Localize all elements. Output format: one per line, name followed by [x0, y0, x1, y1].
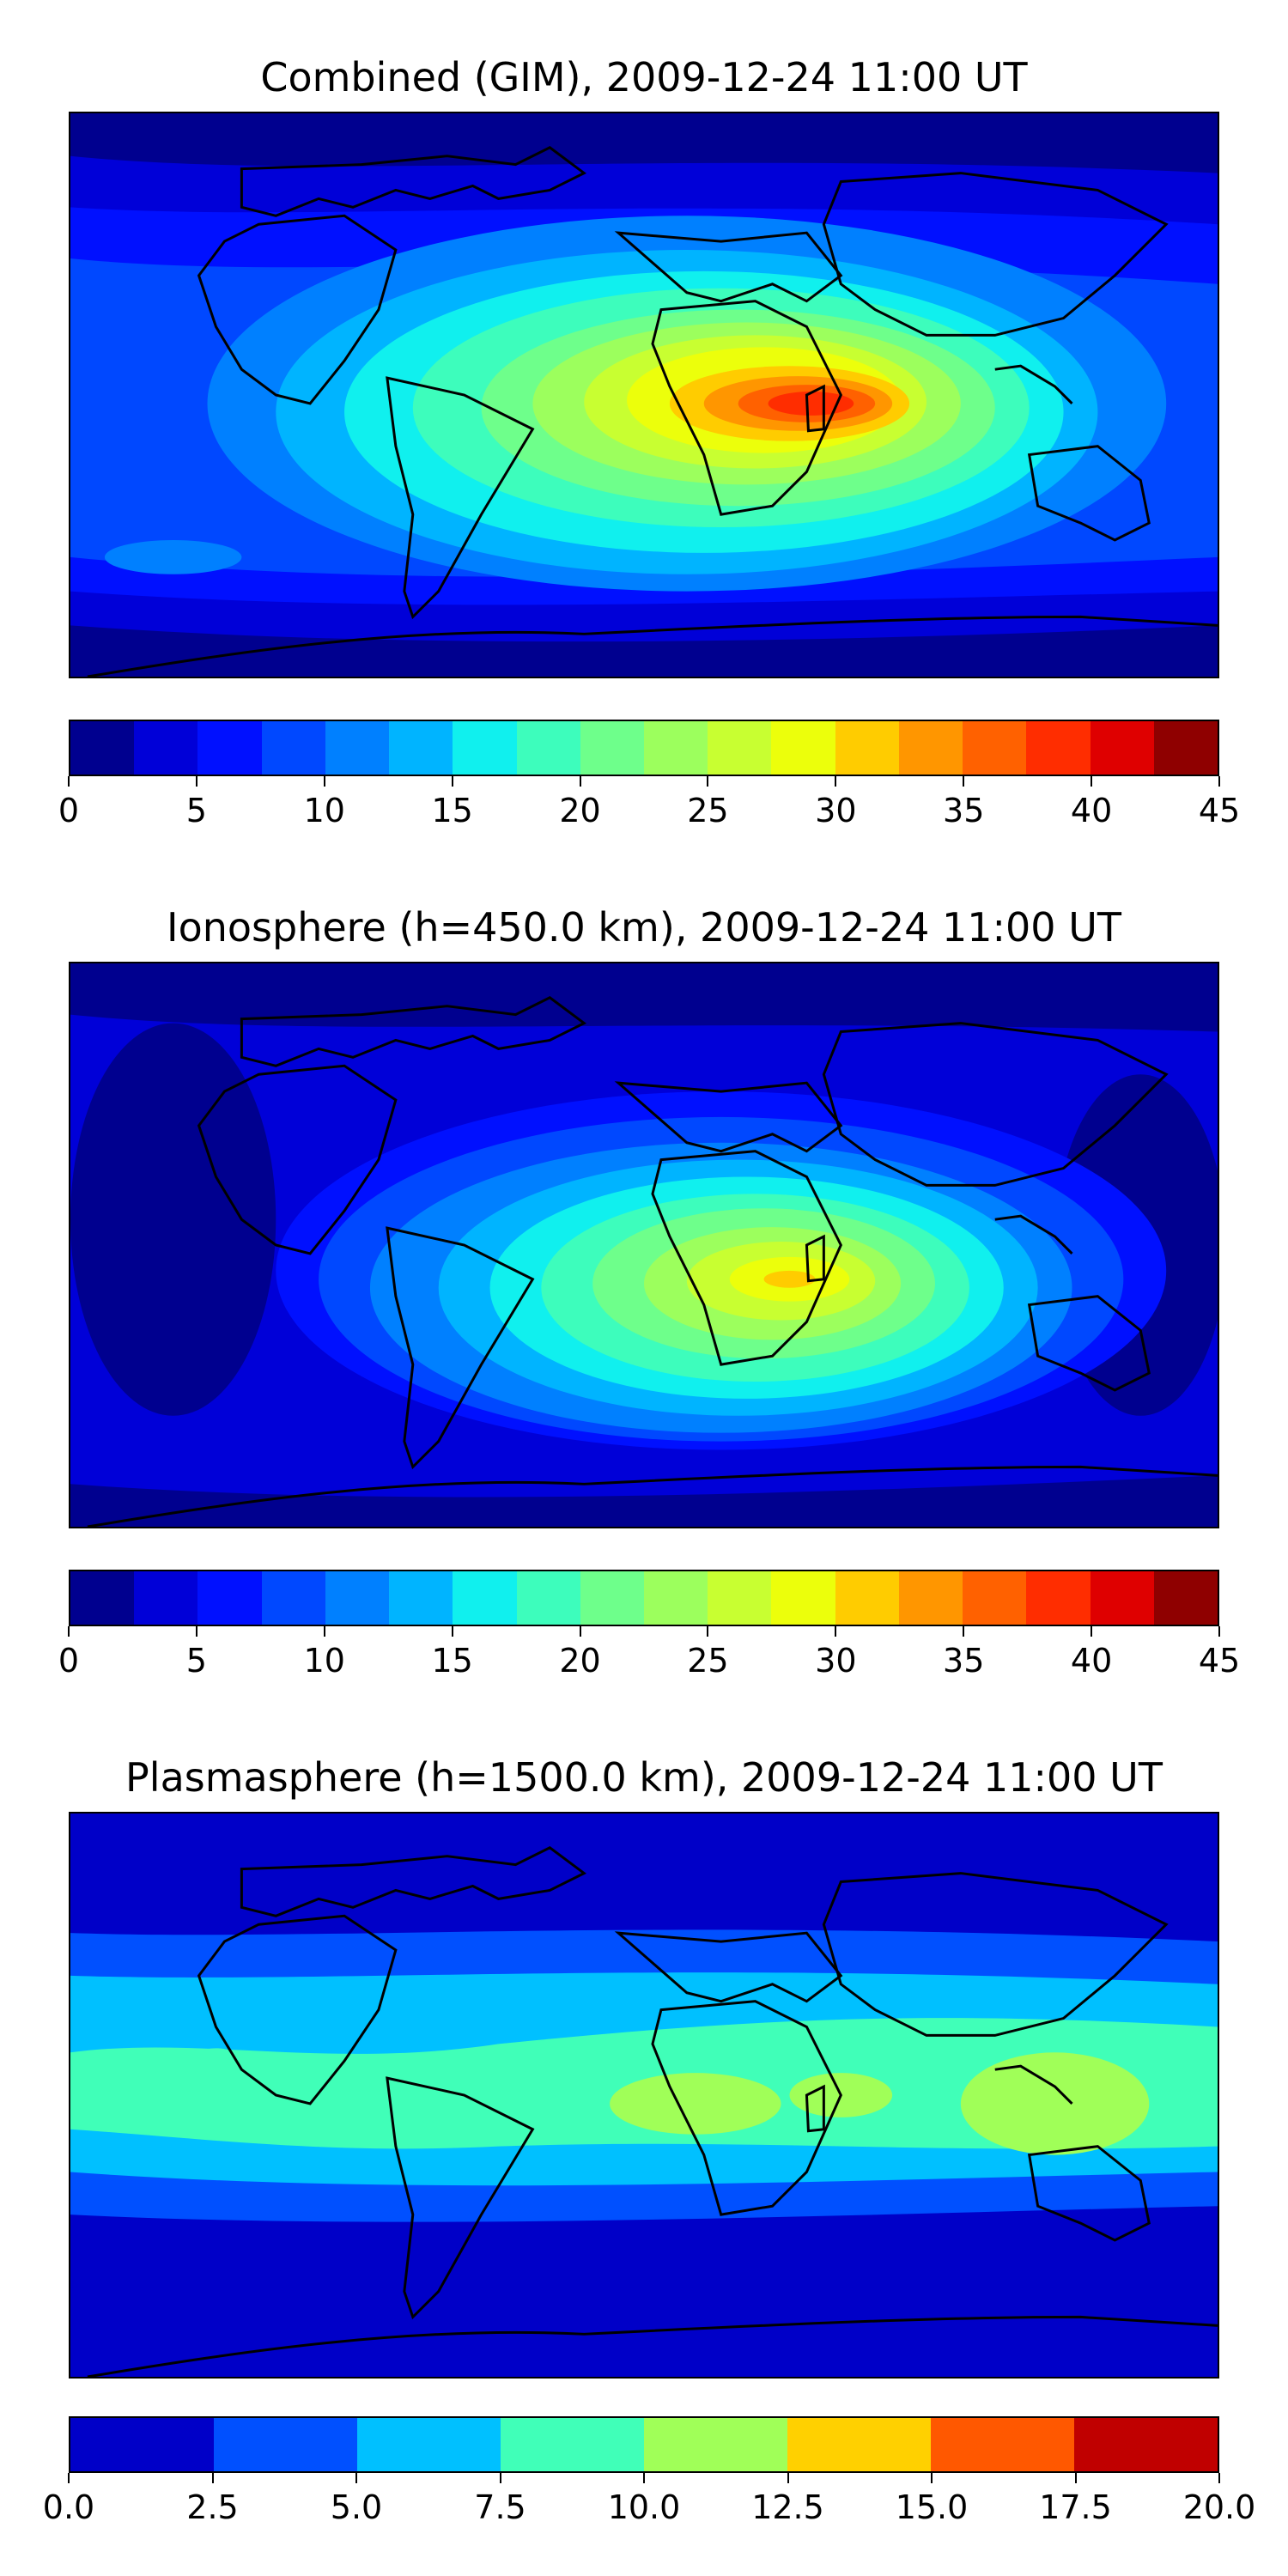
- colorbar-segment: [580, 721, 644, 775]
- colorbar-segment: [643, 1571, 708, 1625]
- colorbar-segment: [70, 1571, 135, 1625]
- colorbar-segment: [261, 721, 325, 775]
- combined-tec-map: [69, 112, 1219, 678]
- colorbar-segment: [134, 1571, 198, 1625]
- colorbar-segment: [1090, 1571, 1154, 1625]
- ionosphere-map-svg: [70, 963, 1218, 1527]
- combined-colorbar: [69, 720, 1219, 776]
- colorbar-segment: [963, 1571, 1027, 1625]
- coastlines: [87, 996, 1218, 1527]
- colorbar-segment: [1026, 1571, 1091, 1625]
- colorbar-segment: [453, 1571, 517, 1625]
- colorbar-segment: [835, 1571, 899, 1625]
- colorbar-segment: [389, 721, 453, 775]
- colorbar-segment: [197, 1571, 262, 1625]
- colorbar-segment: [580, 1571, 644, 1625]
- plasmasphere-map-svg: [70, 1814, 1218, 2377]
- panel-title-combined: Combined (GIM), 2009-12-24 11:00 UT: [260, 54, 1028, 100]
- panel-title-plasmasphere: Plasmasphere (h=1500.0 km), 2009-12-24 1…: [125, 1754, 1163, 1801]
- colorbar-segment: [516, 721, 580, 775]
- colorbar-segment: [1153, 721, 1218, 775]
- colorbar-segment: [835, 721, 899, 775]
- colorbar-segment: [1153, 1571, 1218, 1625]
- colorbar-segment: [1026, 721, 1091, 775]
- colorbar-segment: [771, 1571, 835, 1625]
- colorbar-segment: [516, 1571, 580, 1625]
- colorbar-segment: [643, 721, 708, 775]
- colorbar-segment: [644, 2418, 787, 2471]
- colorbar-segment: [357, 2418, 501, 2471]
- colorbar-segment: [1090, 721, 1154, 775]
- colorbar-segment: [771, 721, 835, 775]
- plasmasphere-tec-map: [69, 1812, 1219, 2379]
- colorbar-segment: [708, 721, 772, 775]
- plasmasphere-colorbar-ticks: 0.0 2.5 5.0 7.5 10.0 12.5 15.0 17.5 20.0: [43, 2473, 1255, 2526]
- plasmasphere-colorbar: [69, 2416, 1219, 2473]
- coastlines: [87, 1846, 1218, 2377]
- colorbar-segment: [931, 2418, 1074, 2471]
- colorbar-segment: [325, 1571, 390, 1625]
- colorbar-segment: [134, 721, 198, 775]
- colorbar-segment: [708, 1571, 772, 1625]
- colorbar-segment: [70, 721, 135, 775]
- colorbar-segment: [325, 721, 390, 775]
- coastlines: [87, 146, 1218, 677]
- colorbar-segment: [898, 1571, 963, 1625]
- colorbar-segment: [197, 721, 262, 775]
- panel-title-ionosphere: Ionosphere (h=450.0 km), 2009-12-24 11:0…: [167, 904, 1121, 951]
- colorbar-segment: [963, 721, 1027, 775]
- ionosphere-tec-map: [69, 962, 1219, 1528]
- colorbar-segment: [1074, 2418, 1218, 2471]
- combined-colorbar-ticks: 0 5 10 15 20 25 30 35 40 45: [58, 776, 1240, 829]
- colorbar-segment: [787, 2418, 931, 2471]
- colorbar-segment: [389, 1571, 453, 1625]
- ionosphere-colorbar: [69, 1570, 1219, 1626]
- colorbar-segment: [501, 2418, 644, 2471]
- colorbar-segment: [261, 1571, 325, 1625]
- colorbar-segment: [214, 2418, 357, 2471]
- colorbar-segment: [898, 721, 963, 775]
- ionosphere-colorbar-ticks: 0 5 10 15 20 25 30 35 40 45: [58, 1626, 1240, 1680]
- colorbar-segment: [453, 721, 517, 775]
- colorbar-segment: [70, 2418, 214, 2471]
- combined-map-svg: [70, 113, 1218, 677]
